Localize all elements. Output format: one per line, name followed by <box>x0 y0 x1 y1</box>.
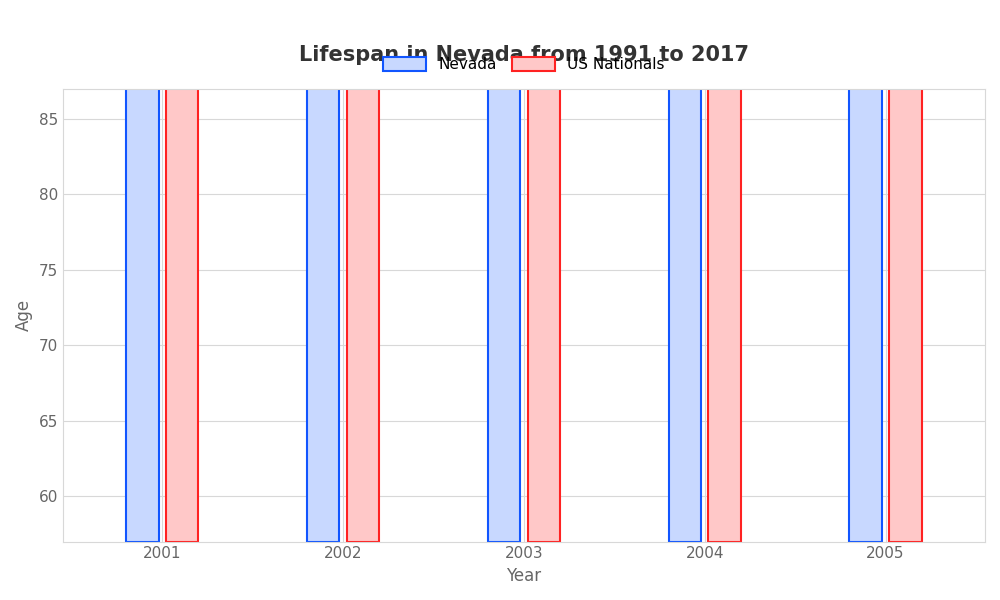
Bar <box>849 0 882 542</box>
Legend: Nevada, US Nationals: Nevada, US Nationals <box>377 51 671 79</box>
Bar <box>307 0 339 542</box>
X-axis label: Year: Year <box>506 567 541 585</box>
Bar <box>166 0 198 542</box>
Bar <box>669 0 701 542</box>
Bar <box>347 0 379 542</box>
Title: Lifespan in Nevada from 1991 to 2017: Lifespan in Nevada from 1991 to 2017 <box>299 45 749 65</box>
Bar <box>126 0 159 542</box>
Bar <box>708 0 741 542</box>
Bar <box>889 0 922 542</box>
Y-axis label: Age: Age <box>15 299 33 331</box>
Bar <box>528 0 560 542</box>
Bar <box>488 0 520 542</box>
